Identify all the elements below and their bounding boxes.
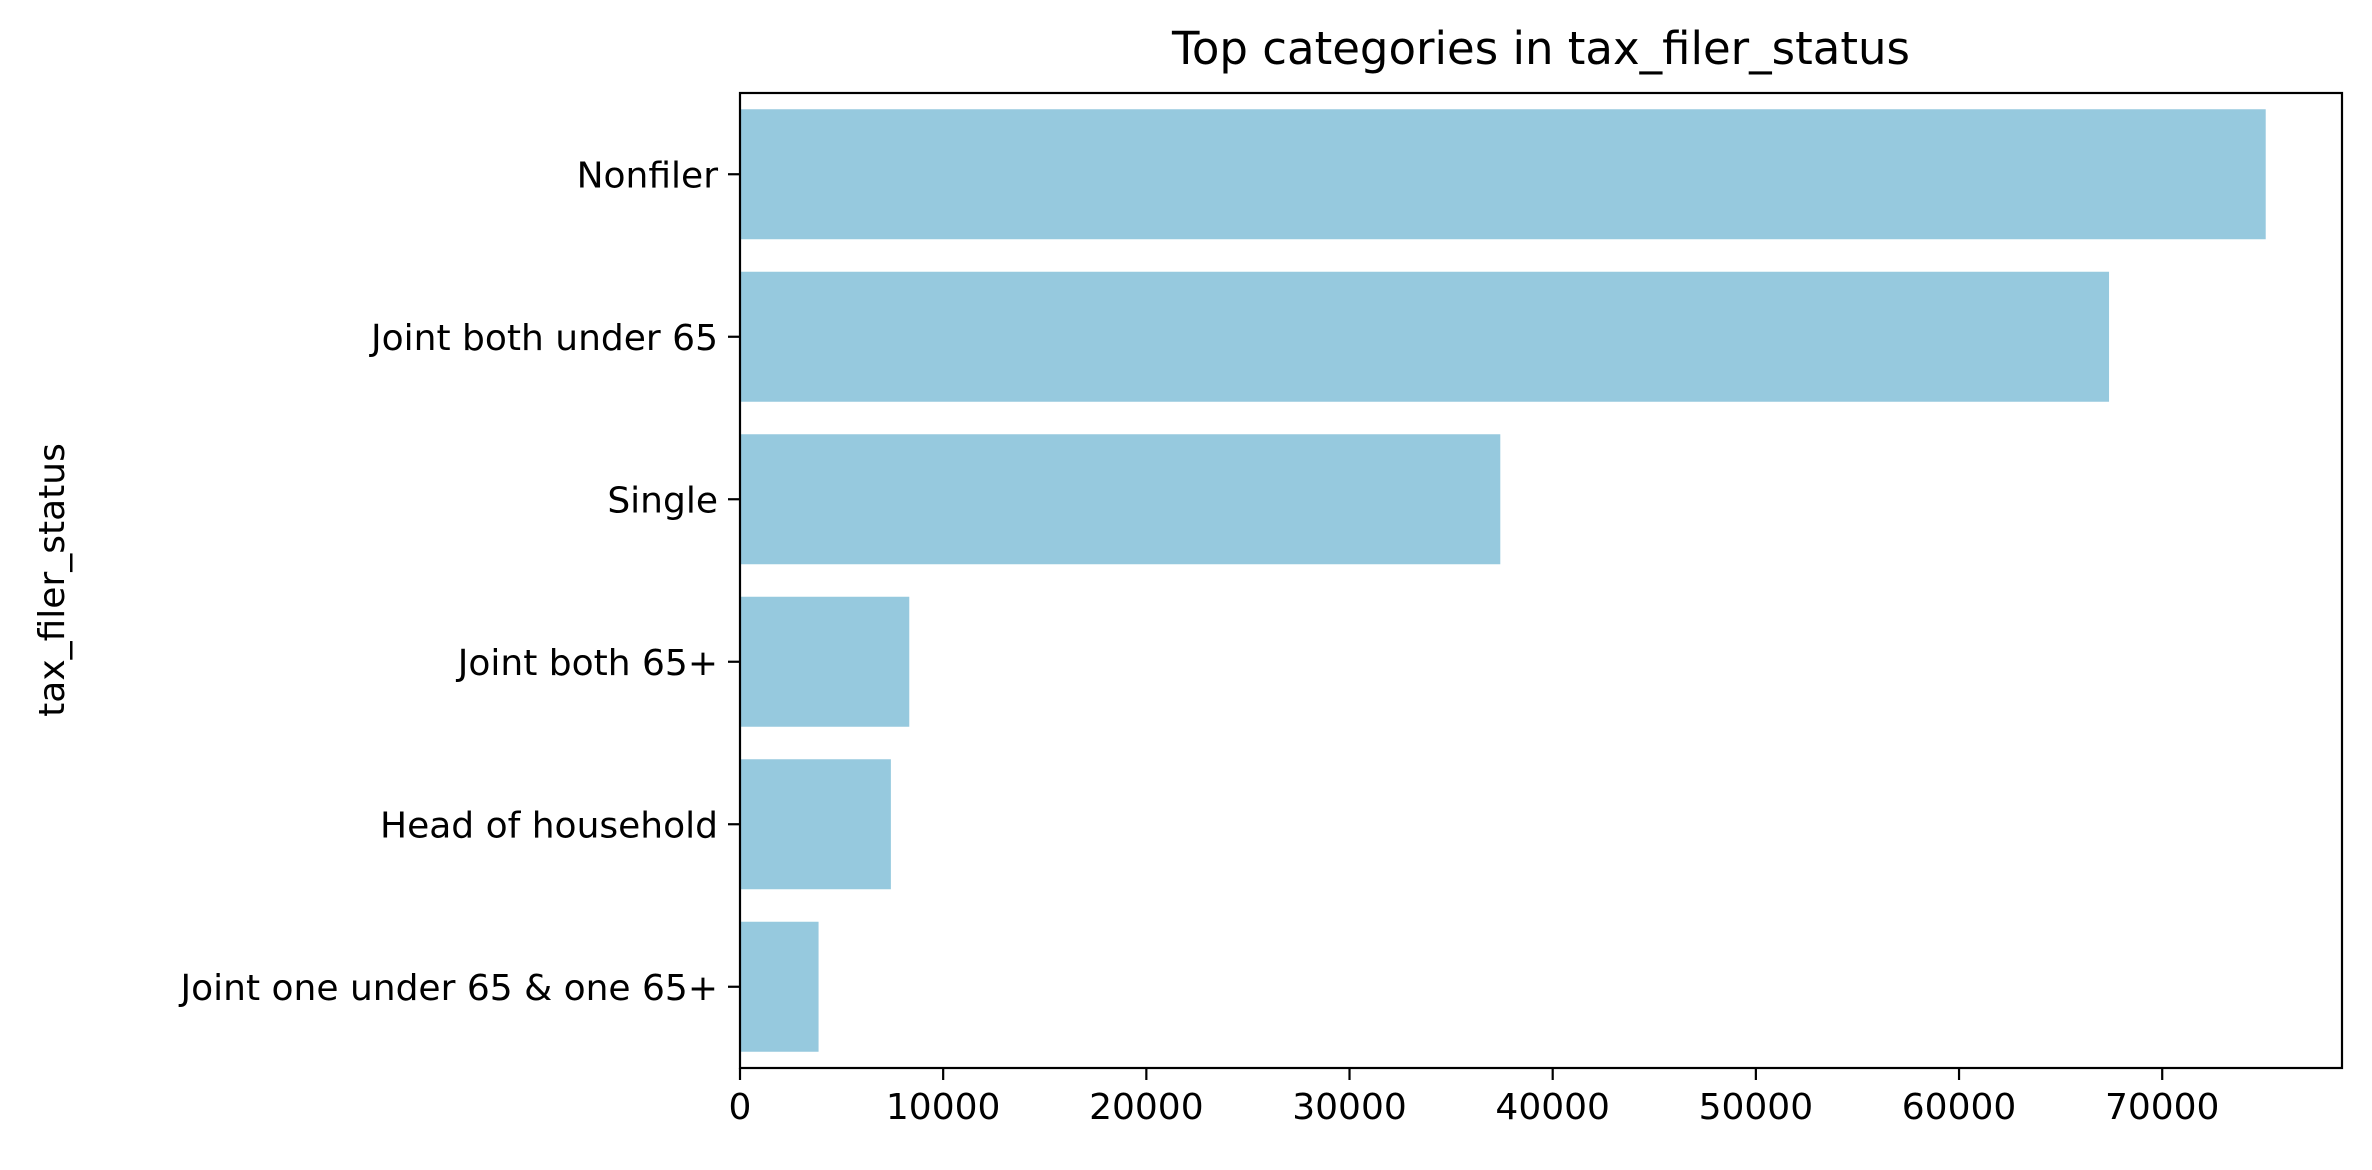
x-axis-ticks: 0 10000 20000 30000 40000 50000 60000 70000 [729,1068,2220,1128]
bar-4 [740,759,891,890]
y-axis-ticks: Nonfiler Joint both under 65 Single Joint b… [178,155,740,1009]
x-tick-label: 30000 [1292,1087,1407,1128]
y-tick-label: Head of household [380,805,718,846]
x-tick-label: 70000 [2105,1087,2220,1128]
x-tick-label: 50000 [1699,1087,1814,1128]
y-axis-label: tax_filer_status [32,443,73,717]
x-tick-label: 40000 [1495,1087,1610,1128]
bar-0 [740,109,2266,240]
bar-5 [740,921,819,1052]
bar-3 [740,596,910,727]
x-tick-label: 0 [729,1087,752,1128]
bar-2 [740,434,1501,565]
y-tick-label: Single [607,480,718,521]
bars-layer [740,109,2266,1052]
x-tick-label: 20000 [1089,1087,1204,1128]
y-tick-label: Joint one under 65 & one 65+ [178,968,718,1009]
y-tick-label: Nonfiler [577,155,719,196]
x-tick-label: 10000 [886,1087,1001,1128]
plot-frame [738,91,2344,1070]
y-tick-label: Joint both 65+ [456,643,718,684]
chart-title: Top categories in tax_filer_status [1171,22,1910,75]
y-tick-label: Joint both under 65 [369,318,718,359]
x-tick-label: 60000 [1902,1087,2017,1128]
bar-1 [740,271,2110,402]
